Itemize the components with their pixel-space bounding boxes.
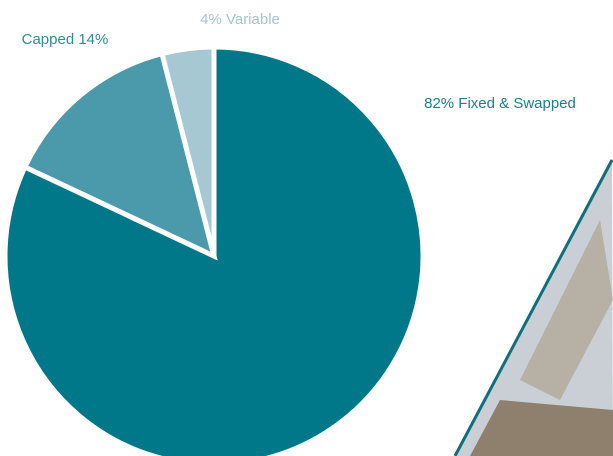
slice-label: Capped 14%	[22, 31, 109, 48]
photo-detail	[520, 220, 613, 400]
pie-slice	[2, 44, 426, 456]
slice-label: 4% Variable	[200, 11, 280, 28]
pie-slice	[21, 50, 218, 261]
pie-slice	[158, 44, 217, 257]
photo	[453, 159, 613, 456]
slice-label: 82% Fixed & Swapped	[424, 95, 576, 112]
photo-border	[453, 159, 613, 456]
photo-building	[470, 400, 613, 456]
